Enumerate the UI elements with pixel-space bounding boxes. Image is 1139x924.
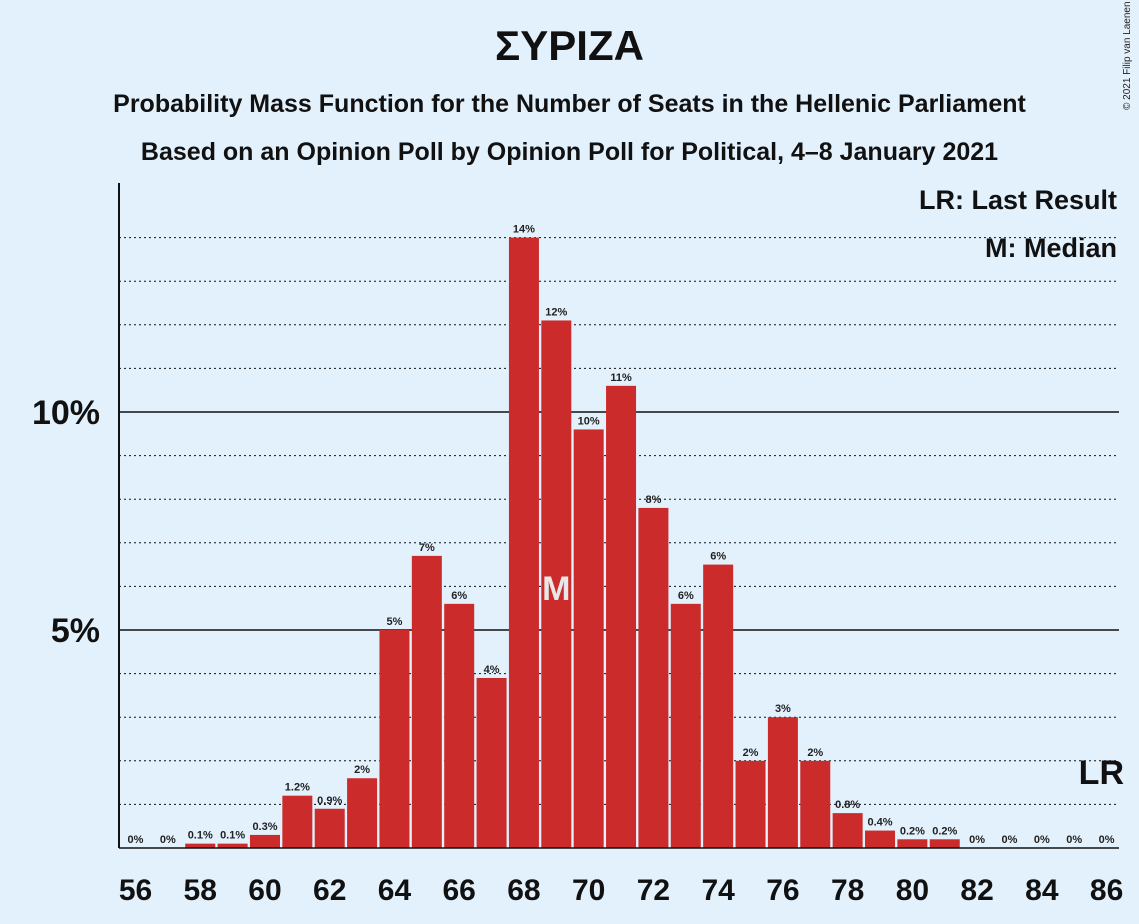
bar-label-69: 12% — [545, 306, 567, 318]
x-tick-86: 86 — [1090, 874, 1123, 907]
bar-label-78: 0.8% — [835, 799, 860, 811]
legend-median: M: Median — [985, 233, 1117, 263]
bar-66 — [444, 603, 475, 848]
bar-label-83: 0% — [1002, 834, 1018, 846]
x-tick-72: 72 — [637, 874, 670, 907]
bar-77 — [800, 760, 831, 848]
bar-label-74: 6% — [710, 551, 726, 563]
bar-label-68: 14% — [513, 224, 535, 236]
bar-62 — [314, 808, 345, 848]
bar-75 — [735, 760, 766, 848]
x-tick-58: 58 — [184, 874, 217, 907]
bar-label-57: 0% — [160, 834, 176, 846]
bar-76 — [767, 717, 798, 848]
bar-label-85: 0% — [1066, 834, 1082, 846]
bar-label-66: 6% — [451, 590, 467, 602]
bar-69 — [541, 320, 572, 848]
bar-label-72: 8% — [645, 494, 661, 506]
x-tick-84: 84 — [1025, 874, 1059, 907]
bar-65 — [411, 555, 442, 848]
bar-81 — [929, 839, 960, 848]
bar-label-80: 0.2% — [900, 825, 925, 837]
bar-label-58: 0.1% — [188, 830, 213, 842]
x-tick-74: 74 — [701, 874, 735, 907]
bar-74 — [703, 564, 734, 848]
bar-80 — [897, 839, 928, 848]
bar-71 — [606, 385, 637, 848]
y-tick-10: 10% — [32, 394, 100, 432]
bar-label-62: 0.9% — [317, 795, 342, 807]
bar-label-64: 5% — [387, 616, 403, 628]
bar-label-59: 0.1% — [220, 830, 245, 842]
bar-label-71: 11% — [610, 372, 632, 384]
bar-label-84: 0% — [1034, 834, 1050, 846]
median-marker: M — [542, 570, 570, 608]
x-tick-56: 56 — [119, 874, 152, 907]
last-result-marker: LR — [1079, 754, 1124, 792]
y-tick-5: 5% — [51, 612, 100, 650]
bar-label-63: 2% — [354, 764, 370, 776]
bar-label-65: 7% — [419, 542, 435, 554]
chart-subtitle-2: Based on an Opinion Poll by Opinion Poll… — [140, 138, 999, 166]
x-axis-ticks: 56 58 60 62 64 66 68 70 72 74 76 78 80 82 84 86 — [119, 874, 1123, 907]
x-tick-68: 68 — [507, 874, 540, 907]
y-axis-ticks: 5% 10% — [32, 394, 100, 650]
chart-subtitle-1: Probability Mass Function for the Number… — [113, 90, 1026, 118]
bar-label-79: 0.4% — [867, 817, 892, 829]
x-tick-80: 80 — [896, 874, 929, 907]
x-tick-64: 64 — [378, 874, 412, 907]
chart-title: ΣΥΡΙΖΑ — [495, 22, 644, 69]
bar-58 — [185, 843, 216, 848]
bar-label-60: 0.3% — [252, 821, 277, 833]
bar-72 — [638, 507, 669, 848]
x-tick-60: 60 — [248, 874, 281, 907]
bar-label-56: 0% — [128, 834, 144, 846]
bar-64 — [379, 630, 410, 848]
bar-label-76: 3% — [775, 703, 791, 715]
x-tick-62: 62 — [313, 874, 346, 907]
bar-60 — [249, 834, 280, 848]
bar-63 — [347, 778, 378, 848]
bar-59 — [217, 843, 248, 848]
x-tick-70: 70 — [572, 874, 605, 907]
legend-last-result: LR: Last Result — [919, 185, 1117, 215]
bar-label-67: 4% — [484, 664, 500, 676]
bar-78 — [832, 813, 863, 848]
bar-67 — [476, 677, 507, 848]
bar-label-70: 10% — [578, 415, 600, 427]
bar-70 — [573, 429, 604, 848]
bar-labels: 0% 0% 0.1% 0.1% 0.3% 1.2% 0.9% 2% 5% 7% 6% 4% 14% 12%… — [128, 224, 1115, 846]
bar-label-75: 2% — [743, 747, 759, 759]
bar-label-61: 1.2% — [285, 782, 310, 794]
x-tick-82: 82 — [960, 874, 993, 907]
bar-79 — [865, 830, 896, 848]
bar-73 — [670, 603, 701, 848]
bar-61 — [282, 795, 313, 848]
bar-label-73: 6% — [678, 590, 694, 602]
bars — [185, 237, 960, 849]
bar-68 — [508, 237, 539, 849]
bar-label-77: 2% — [807, 747, 823, 759]
bar-label-86: 0% — [1099, 834, 1115, 846]
x-tick-66: 66 — [443, 874, 476, 907]
x-tick-78: 78 — [831, 874, 864, 907]
bar-label-82: 0% — [969, 834, 985, 846]
bar-label-81: 0.2% — [932, 825, 957, 837]
x-tick-76: 76 — [766, 874, 799, 907]
